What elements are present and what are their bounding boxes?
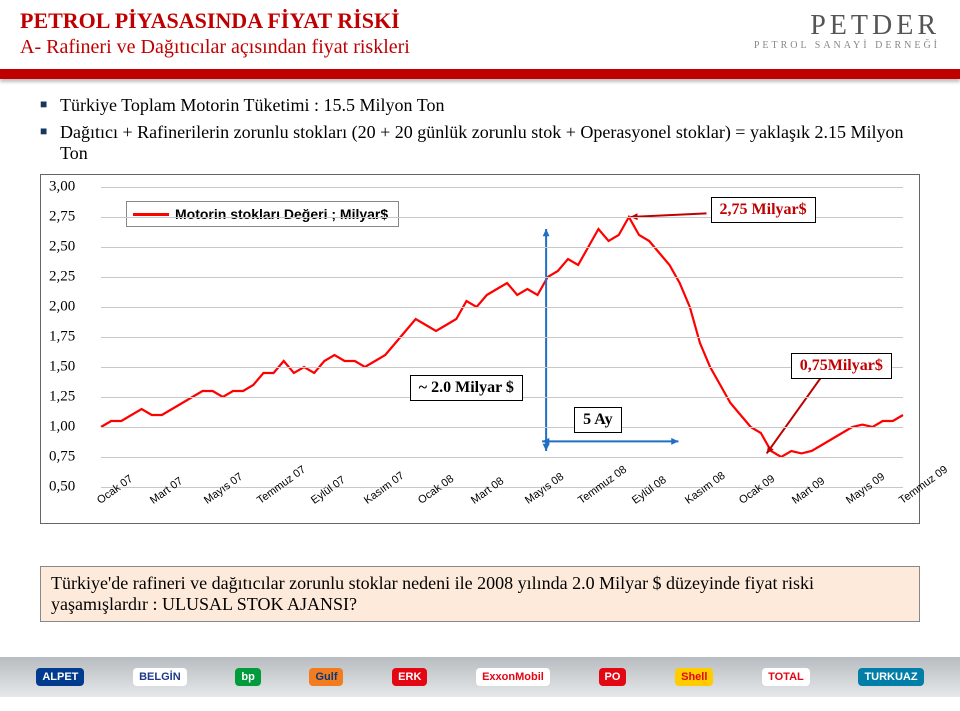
brand-logo: ExxonMobil <box>476 668 550 686</box>
summary-box: Türkiye'de rafineri ve dağıtıcılar zorun… <box>40 566 920 622</box>
gridline <box>101 247 903 248</box>
gridline <box>101 277 903 278</box>
brand-logo: Gulf <box>309 668 343 686</box>
divider-bar <box>0 69 960 79</box>
arrow <box>543 229 550 451</box>
brand-name: PETDER <box>754 10 940 42</box>
gridline <box>101 367 903 368</box>
callout-trough: 0,75Milyar$ <box>791 353 892 379</box>
arrow <box>767 369 827 453</box>
callout-amount: ~ 2.0 Milyar $ <box>410 375 523 401</box>
brand-logo: TURKUAZ <box>858 668 923 686</box>
y-axis-tick: 1,00 <box>49 419 75 436</box>
brand-logo: bp <box>235 668 260 686</box>
y-axis-tick: 0,75 <box>49 449 75 466</box>
brand-tagline: PETROL SANAYİ DERNEĞİ <box>754 40 940 51</box>
gridline <box>101 187 903 188</box>
gridline <box>101 337 903 338</box>
content: Türkiye Toplam Motorin Tüketimi : 15.5 M… <box>0 79 960 622</box>
gridline <box>101 307 903 308</box>
header: PETROL PİYASASINDA FİYAT RİSKİ A- Rafine… <box>0 0 960 59</box>
x-axis-tick: Temmuz 09 <box>897 464 950 507</box>
y-axis-tick: 2,50 <box>49 239 75 256</box>
brand-block: PETDER PETROL SANAYİ DERNEĞİ <box>754 10 940 51</box>
arrow <box>542 438 678 445</box>
logo-strip: ALPET BELGİN bp Gulf ERK ExxonMobil PO Shell TOT… <box>0 657 960 697</box>
brand-logo: ALPET <box>36 668 84 686</box>
brand-logo: Shell <box>675 668 713 686</box>
y-axis-tick: 3,00 <box>49 179 75 196</box>
callout-duration: 5 Ay <box>574 407 621 433</box>
bullet-list: Türkiye Toplam Motorin Tüketimi : 15.5 M… <box>40 95 920 164</box>
brand-logo: TOTAL <box>762 668 810 686</box>
callout-peak: 2,75 Milyar$ <box>711 197 816 223</box>
y-axis-tick: 2,25 <box>49 269 75 286</box>
gridline <box>101 427 903 428</box>
bullet-item: Dağıtıcı + Rafinerilerin zorunlu stoklar… <box>40 122 920 164</box>
brand-logo: PO <box>599 668 627 686</box>
y-axis-tick: 1,50 <box>49 359 75 376</box>
gridline <box>101 457 903 458</box>
brand-logo: ERK <box>392 668 427 686</box>
bullet-item: Türkiye Toplam Motorin Tüketimi : 15.5 M… <box>40 95 920 116</box>
y-axis-tick: 1,25 <box>49 389 75 406</box>
y-axis-tick: 1,75 <box>49 329 75 346</box>
brand-logo: BELGİN <box>133 668 187 686</box>
y-axis-tick: 2,00 <box>49 299 75 316</box>
y-axis-tick: 0,50 <box>49 479 75 496</box>
chart-container: Motorin stokları Değeri ; Milyar$ 0,500,… <box>40 174 920 524</box>
y-axis-tick: 2,75 <box>49 209 75 226</box>
